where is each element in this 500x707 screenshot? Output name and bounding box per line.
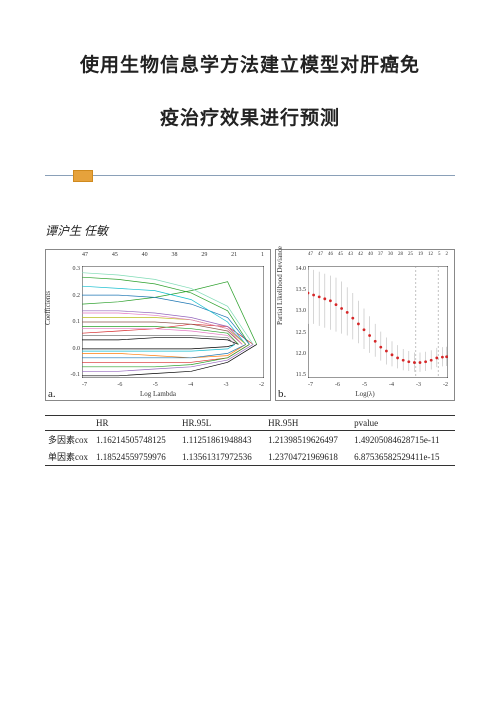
fig-b-xlabel: Log(λ) <box>276 390 454 398</box>
figure-b: 4747464543424037302825191252 14.013.513.… <box>275 249 455 401</box>
table-row: 多因素cox1.162145057481251.112518619488431.… <box>45 431 455 449</box>
fig-b-svg <box>308 266 448 378</box>
fig-a-ylabel: Coefficients <box>44 291 52 325</box>
table-cell: 单因素cox <box>45 448 93 466</box>
table-cell: 1.11251861948843 <box>179 431 265 449</box>
table-cell: 1.18524559759976 <box>93 448 179 466</box>
table-cell: 1.21398519626497 <box>265 431 351 449</box>
title-line-2: 疫治疗效果进行预测 <box>45 103 455 130</box>
fig-a-svg <box>82 266 264 378</box>
table-header: HR.95H <box>265 416 351 431</box>
table-header <box>45 416 93 431</box>
fig-a-label: a. <box>48 388 56 400</box>
table-body: 多因素cox1.162145057481251.112518619488431.… <box>45 431 455 466</box>
fig-b-plot-area <box>308 266 448 378</box>
fig-a-x-ticks: -7-6-5-4-3-2 <box>82 382 264 388</box>
table-cell: 1.16214505748125 <box>93 431 179 449</box>
divider-line <box>45 175 455 176</box>
fig-b-x-ticks: -7-6-5-4-3-2 <box>308 382 448 388</box>
fig-b-label: b. <box>278 388 286 400</box>
table-cell: 1.49205084628715e-11 <box>351 431 455 449</box>
results-table: HRHR.95LHR.95Hpvalue 多因素cox1.16214505748… <box>45 415 455 466</box>
page: 使用生物信息学方法建立模型对肝癌免 疫治疗效果进行预测 谭沪生 任敏 47454… <box>0 0 500 707</box>
table-cell: 1.23704721969618 <box>265 448 351 466</box>
fig-b-ylabel: Partial Likelihood Deviance <box>276 246 284 325</box>
fig-a-xlabel: Log Lambda <box>46 390 270 398</box>
table-cell: 多因素cox <box>45 431 93 449</box>
table-row: 单因素cox1.185245597599761.135613179725361.… <box>45 448 455 466</box>
table-header: pvalue <box>351 416 455 431</box>
figure-a: 4745403829211 0.30.20.10.0-0.1 -7-6-5-4-… <box>45 249 271 401</box>
figure-row: 4745403829211 0.30.20.10.0-0.1 -7-6-5-4-… <box>45 249 455 401</box>
table-header: HR <box>93 416 179 431</box>
divider-badge <box>73 170 93 182</box>
table-header-row: HRHR.95LHR.95Hpvalue <box>45 416 455 431</box>
fig-b-top-ticks: 4747464543424037302825191252 <box>308 252 448 257</box>
fig-a-y-ticks: 0.30.20.10.0-0.1 <box>68 266 80 378</box>
title-line-1: 使用生物信息学方法建立模型对肝癌免 <box>45 50 455 77</box>
fig-b-y-ticks: 14.013.513.012.512.011.5 <box>292 266 306 378</box>
table-cell: 6.87536582529411e-15 <box>351 448 455 466</box>
fig-a-plot-area <box>82 266 264 378</box>
fig-a-top-ticks: 4745403829211 <box>82 252 264 258</box>
divider <box>45 170 455 182</box>
authors: 谭沪生 任敏 <box>45 222 455 239</box>
table-cell: 1.13561317972536 <box>179 448 265 466</box>
table-header: HR.95L <box>179 416 265 431</box>
